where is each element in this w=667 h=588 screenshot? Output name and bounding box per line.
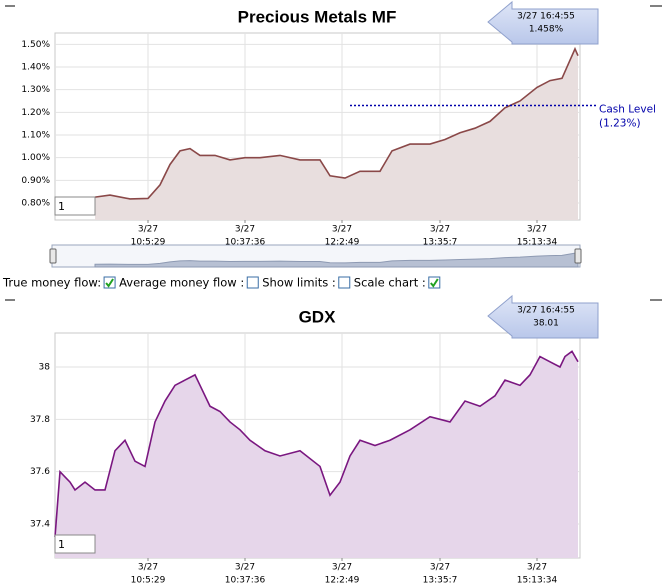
x-tick-label: 15:13:34 (517, 576, 558, 586)
annotation-value: (1.23%) (599, 118, 641, 130)
annotation-text: Cash Level (599, 104, 656, 116)
x-tick-label: 3/27 (235, 563, 255, 573)
y-tick-label: 0.90% (21, 176, 50, 186)
navigator-handle[interactable] (574, 248, 582, 264)
control-label: True money flow: (2, 276, 101, 290)
range-input-value: 1 (58, 200, 65, 213)
checkmark (430, 278, 439, 288)
checkbox[interactable] (428, 276, 441, 289)
x-tick-label: 12:2:49 (325, 576, 360, 586)
x-tick-label: 15:13:34 (517, 238, 558, 248)
y-tick-label: 1.20% (21, 108, 50, 118)
x-tick-label: 3/27 (430, 563, 450, 573)
range-input-value: 1 (58, 538, 65, 551)
x-tick-label: 13:35:7 (423, 238, 458, 248)
y-tick-label: 38 (39, 363, 51, 373)
x-tick-label: 10:5:29 (131, 238, 166, 248)
x-tick-label: 3/27 (527, 225, 547, 235)
tooltip-date: 3/27 16:4:55 (517, 12, 575, 22)
chart-title: Precious Metals MF (238, 7, 397, 26)
navigator-handle[interactable] (49, 248, 57, 264)
area (55, 351, 578, 558)
x-tick-label: 3/27 (138, 225, 158, 235)
x-tick-label: 3/27 (332, 563, 352, 573)
y-tick-label: 0.80% (21, 199, 50, 209)
x-tick-label: 3/27 (430, 225, 450, 235)
tooltip-value: 38.01 (533, 319, 559, 329)
checkbox[interactable] (103, 276, 116, 289)
x-tick-label: 10:37:36 (225, 238, 266, 248)
checkbox[interactable] (338, 276, 351, 289)
checkmark (105, 278, 114, 288)
y-tick-label: 37.8 (30, 415, 50, 425)
x-tick-label: 3/27 (527, 563, 547, 573)
y-tick-label: 1.50% (21, 40, 50, 50)
control-label: Scale chart : (354, 276, 426, 290)
control-label: Show limits : (262, 276, 336, 290)
range-input[interactable] (54, 196, 96, 216)
navigator-area (94, 252, 579, 268)
x-tick-label: 3/27 (138, 563, 158, 573)
tooltip-box (487, 0, 599, 45)
y-tick-label: 1.30% (21, 85, 50, 95)
line (94, 46, 579, 200)
tooltip-value: 1.458% (529, 25, 564, 35)
y-tick-label: 37.6 (30, 467, 50, 477)
y-tick-label: 1.00% (21, 153, 50, 163)
range-input[interactable] (54, 534, 96, 554)
x-tick-label: 10:5:29 (131, 576, 166, 586)
tooltip-box (487, 294, 599, 339)
x-tick-label: 10:37:36 (225, 576, 266, 586)
x-tick-label: 3/27 (235, 225, 255, 235)
y-tick-label: 37.4 (30, 519, 50, 529)
area (95, 48, 578, 220)
y-tick-label: 1.10% (21, 131, 50, 141)
chart-title: GDX (299, 307, 337, 326)
x-tick-label: 13:35:7 (423, 576, 458, 586)
x-tick-label: 3/27 (332, 225, 352, 235)
x-tick-label: 12:2:49 (325, 238, 360, 248)
y-tick-label: 1.40% (21, 63, 50, 73)
checkbox[interactable] (246, 276, 259, 289)
line (54, 350, 579, 538)
tooltip-date: 3/27 16:4:55 (517, 306, 575, 316)
control-label: Average money flow : (119, 276, 244, 290)
